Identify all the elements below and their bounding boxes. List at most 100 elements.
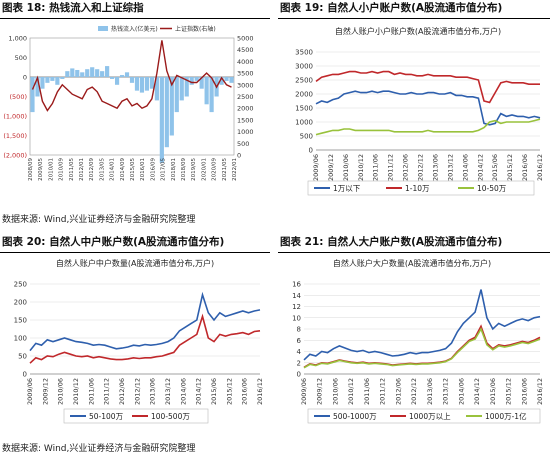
x-tick-label: 2013/12 (442, 378, 450, 405)
x-tick-label: 2017/05 (161, 158, 167, 181)
y-left-tick-label: (500) (10, 93, 27, 101)
x-tick-label: 2019/05 (191, 158, 197, 181)
x-tick-label: 2012/06 (394, 378, 402, 405)
hot-money-chart: 1,0005000(500)(1,000)(1,500)(2,000)50004… (3, 25, 254, 181)
bar (204, 77, 209, 105)
y-left-tick-label: 0 (23, 74, 27, 82)
x-tick-label: 2010/12 (72, 378, 80, 405)
chart-title: 自然人账户大户数量(A股流通市值分布,万户) (333, 258, 491, 268)
figure-18-header: 图表 18: 热钱流入和上证综指 (0, 0, 270, 19)
y-tick-label: 1500 (295, 105, 313, 113)
bar (85, 69, 90, 77)
bar (144, 77, 150, 91)
x-tick-label: 2016/01 (140, 158, 146, 181)
x-tick-label: 2014/12 (473, 378, 481, 405)
bar (50, 77, 55, 81)
x-tick-label: 2022/01 (232, 158, 238, 181)
x-tick-label: 2018/09 (181, 158, 187, 181)
bar (229, 77, 234, 83)
x-tick-label: 2013/06 (149, 378, 157, 405)
figure-19-header: 图表 19: 自然人小户账户数(A股流通市值分布) (278, 0, 550, 19)
y-right-tick-label: 500 (237, 140, 249, 148)
y-right-tick-label: 4000 (237, 58, 254, 66)
bar (40, 77, 45, 89)
bar (105, 66, 110, 77)
x-tick-label: 2016/12 (536, 154, 544, 181)
x-tick-label: 2014/09 (120, 158, 126, 181)
x-tick-label: 2013/05 (99, 158, 105, 181)
small-accounts-chart: 自然人账户小户账户数(A股流通市值分布,万户) 3500 3000 2500 2000 1… (295, 26, 544, 196)
y-tick-label: 12 (292, 303, 301, 311)
bar (90, 67, 95, 77)
x-tick-label: 2016/06 (241, 378, 249, 405)
series-line (303, 289, 541, 361)
legend-swatch-bar (98, 26, 108, 31)
y-tick-label: 0 (309, 147, 313, 155)
bar (219, 77, 224, 85)
x-tick-label: 2015/06 (489, 378, 497, 405)
x-tick-label: 2011/12 (103, 378, 111, 405)
y-tick-label: 3000 (295, 63, 313, 71)
legend-label: 100-500万 (151, 412, 190, 421)
y-tick-label: 2 (297, 359, 301, 367)
legend-label: 500-1000万 (333, 412, 377, 421)
x-tick-label: 2013/06 (426, 378, 434, 405)
bar (149, 77, 154, 89)
x-tick-label: 2012/06 (118, 378, 126, 405)
series-line (315, 118, 541, 136)
x-tick-label: 2013/12 (164, 378, 172, 405)
figure-19-panel: 图表 19: 自然人小户账户数(A股流通市值分布) 自然人账户小户账户数(A股流… (278, 0, 550, 210)
legend-label: 1万以下 (333, 184, 361, 193)
x-tick-label: 2012/06 (402, 154, 410, 181)
bar (119, 75, 125, 77)
x-tick-label: 2012/12 (417, 154, 425, 181)
x-tick-label: 2020/09 (212, 158, 218, 181)
bar (65, 71, 70, 77)
x-tick-label: 2011/12 (379, 378, 387, 405)
bar (189, 77, 194, 85)
x-tick-label: 2009/12 (41, 378, 49, 405)
bar (139, 77, 145, 93)
bar (114, 77, 120, 85)
x-tick-label: 2010/09 (59, 158, 65, 181)
x-tick-label: 2009/06 (312, 154, 320, 181)
source-note-bottom: 数据来源: Wind,兴业证券经济与金融研究院整理 (2, 444, 196, 454)
bar (134, 77, 140, 91)
bar (55, 77, 60, 85)
bar (209, 77, 214, 113)
bar (159, 77, 164, 163)
y-tick-label: 10 (292, 314, 301, 322)
figure-18-panel: 图表 18: 热钱流入和上证综指 1,000 500 0 (500) (1,000) (1… (0, 0, 270, 210)
x-tick-label: 2010/06 (57, 378, 65, 405)
series-line (29, 291, 261, 352)
plot-frame (29, 37, 235, 156)
bar (154, 77, 159, 101)
figure-20-header: 图表 20: 自然人中户账户数(A股流通市值分布) (0, 234, 270, 253)
x-tick-label: 2012/12 (133, 378, 141, 405)
bar (70, 68, 75, 77)
x-tick-label: 2016/09 (150, 158, 156, 181)
y-right-tick-label: 3500 (237, 70, 254, 78)
x-tick-label: 2009/12 (316, 378, 324, 405)
series-line (315, 70, 540, 104)
legend-label: 50-100万 (89, 412, 124, 421)
x-tick-label: 2010/12 (347, 378, 355, 405)
y-right-tick-label: 1500 (237, 116, 254, 124)
x-tick-label: 2008/09 (28, 158, 34, 181)
y-right-tick-label: 1000 (237, 128, 254, 136)
y-tick-label: 100 (14, 335, 27, 343)
x-tick-label: 2014/06 (179, 378, 187, 405)
x-tick-label: 2014/06 (461, 154, 469, 181)
x-tick-label: 2010/12 (357, 154, 365, 181)
legend-label: 10-50万 (477, 184, 507, 193)
bar (75, 69, 80, 77)
y-left-tick-label: (2,000) (3, 152, 27, 160)
y-tick-label: 4 (297, 348, 302, 356)
x-tick-label: 2011/06 (372, 154, 380, 181)
bar (194, 77, 199, 81)
legend-label: 1000万-1亿 (485, 411, 527, 421)
y-right-tick-label: 5000 (237, 35, 254, 43)
x-tick-label: 2011/12 (387, 154, 395, 181)
x-tick-label: 2016/12 (536, 378, 544, 405)
series-line (303, 327, 541, 369)
